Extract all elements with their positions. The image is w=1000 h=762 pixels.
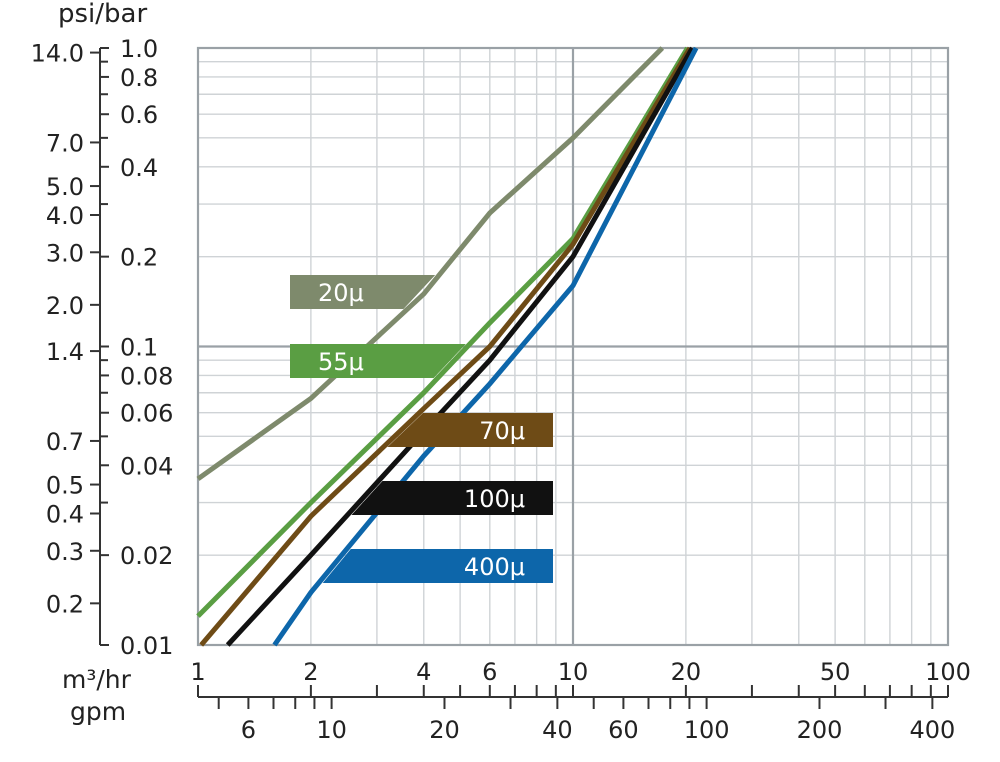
series-line bbox=[196, 46, 690, 618]
y-tick-label-bar: 0.2 bbox=[120, 244, 158, 272]
plot-frame bbox=[196, 46, 950, 647]
x-tick-label-m3hr: 10 bbox=[558, 658, 589, 686]
x-tick-label-m3hr: 50 bbox=[820, 658, 851, 686]
y-tick-label-psi: 3.0 bbox=[46, 239, 84, 267]
y-tick-label-psi: 5.0 bbox=[46, 173, 84, 201]
y-tick-label-bar: 0.8 bbox=[120, 64, 158, 92]
x-tick-label-gpm: 400 bbox=[909, 716, 955, 744]
series-label-box bbox=[387, 413, 553, 447]
x-tick-label-m3hr: 1 bbox=[190, 658, 205, 686]
y-tick-label-psi: 1.4 bbox=[46, 338, 84, 366]
series-label-box bbox=[290, 275, 436, 309]
series-line bbox=[196, 46, 665, 481]
y-tick-label-psi: 7.0 bbox=[46, 129, 84, 157]
series-label-box bbox=[290, 344, 466, 378]
y-tick-label-psi: 0.4 bbox=[46, 500, 84, 528]
y-tick-label-bar: 1.0 bbox=[120, 35, 158, 63]
x-unit-label-m3hr: m³/hr bbox=[62, 665, 132, 694]
x-tick-label-m3hr: 4 bbox=[416, 658, 431, 686]
series-line bbox=[199, 46, 693, 647]
y-tick-label-psi: 0.5 bbox=[46, 472, 84, 500]
series-line bbox=[225, 46, 695, 647]
y-tick-label-psi: 14.0 bbox=[31, 40, 84, 68]
y-tick-label-bar: 0.01 bbox=[120, 632, 173, 660]
series-label-box bbox=[351, 481, 553, 515]
y-unit-label: psi/bar bbox=[58, 0, 147, 29]
y-tick-label-bar: 0.02 bbox=[120, 542, 173, 570]
series-label: 70μ bbox=[479, 417, 525, 445]
y-tick-label-psi: 0.2 bbox=[46, 590, 84, 618]
y-tick-label-bar: 0.4 bbox=[120, 154, 158, 182]
x-tick-label-gpm: 20 bbox=[429, 716, 460, 744]
y-tick-label-psi: 0.7 bbox=[46, 428, 84, 456]
x-tick-label-m3hr: 6 bbox=[482, 658, 497, 686]
x-tick-label-gpm: 10 bbox=[316, 716, 347, 744]
series-label-box bbox=[322, 549, 553, 583]
y-axis: 1.00.8 0.6 0.4 0.2 0.10.08 0.06 0.04 0.02 0.01 14… bbox=[31, 35, 174, 660]
series-label: 100μ bbox=[464, 485, 525, 513]
series-lines bbox=[196, 46, 699, 647]
x-tick-label-m3hr: 100 bbox=[925, 658, 971, 686]
y-tick-label-bar: 0.1 bbox=[120, 334, 158, 362]
y-tick-label-bar: 0.6 bbox=[120, 101, 158, 129]
y-tick-label-bar: 0.08 bbox=[120, 362, 173, 390]
x-tick-label-gpm: 100 bbox=[684, 716, 730, 744]
series-label: 20μ bbox=[318, 279, 364, 307]
series-label: 400μ bbox=[464, 553, 525, 581]
y-tick-label-psi: 4.0 bbox=[46, 202, 84, 230]
x-tick-label-gpm: 200 bbox=[797, 716, 843, 744]
y-tick-label-bar: 0.06 bbox=[120, 400, 173, 428]
y-tick-label-psi: 2.0 bbox=[46, 292, 84, 320]
x-tick-label-m3hr: 20 bbox=[671, 658, 702, 686]
series-labels: 20μ 55μ 70μ 100μ 400μ bbox=[290, 275, 553, 583]
series-label: 55μ bbox=[318, 348, 364, 376]
y-tick-label-psi: 0.3 bbox=[46, 538, 84, 566]
x-tick-label-gpm: 40 bbox=[542, 716, 573, 744]
y-tick-label-bar: 0.04 bbox=[120, 452, 173, 480]
x-unit-label-gpm: gpm bbox=[70, 697, 126, 726]
x-tick-label-gpm: 60 bbox=[608, 716, 639, 744]
x-axis: 1 2 4 6 10 20 50 100 6 10 20 40 60 100 200 400 bbox=[190, 658, 971, 744]
x-tick-label-gpm: 6 bbox=[241, 716, 256, 744]
x-tick-label-m3hr: 2 bbox=[303, 658, 318, 686]
